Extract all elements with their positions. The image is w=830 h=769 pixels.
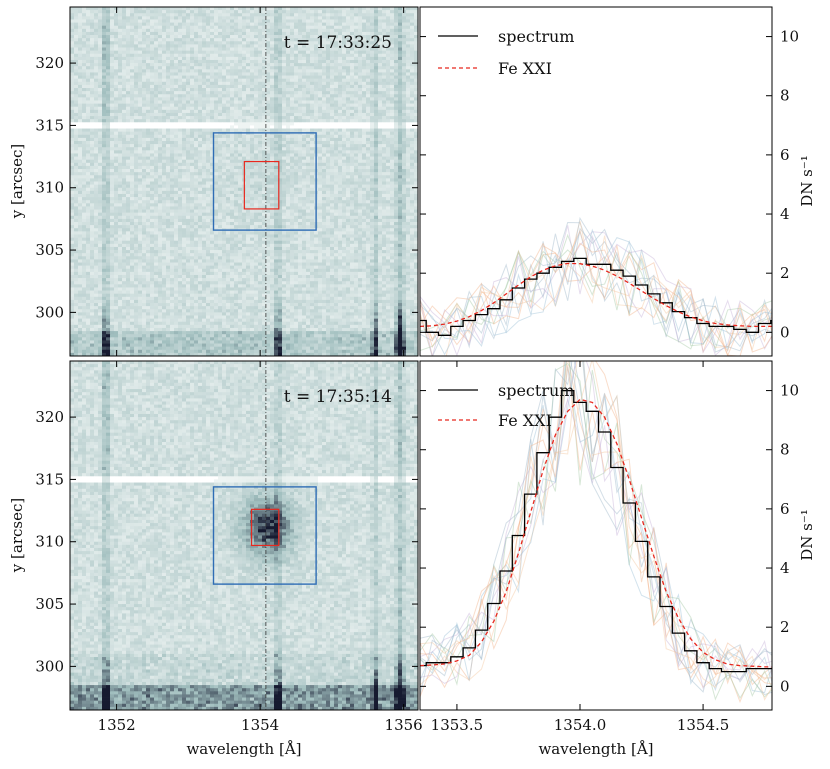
legend-top-fexxi-label: Fe XXI [498,59,552,78]
spectrum-bottom-ytick-label: 0 [780,677,790,695]
spectrum-top-ytick-label: 6 [780,146,790,164]
spectrum-bottom-ytick-label: 6 [780,500,790,518]
spectrum-bottom-xtick-label: 1353.5 [431,716,484,734]
legend-bottom-spectrum-label: spectrum [498,381,574,400]
spectrum-top-pixel-spectrum [420,221,772,356]
spectrum-bottom-ytick-label: 2 [780,618,790,636]
xlabel-spectrum-bottom: wavelength [Å] [538,740,653,758]
spectrum-top-pixel-spectrum [420,227,772,349]
spectrum-bottom-ytick-label: 4 [780,559,790,577]
spectrum-bottom-pixel-spectrum [420,361,772,701]
ylabel-image-bottom: y [arcsec] [8,498,26,573]
image-top-inner-box [243,160,280,210]
image-bottom-xtick-label: 1356 [385,716,423,734]
ylabel-spectrum-top: DN s⁻¹ [798,155,816,207]
panel-image-top: 300 305 310 315 320 t = 17:33:25 y [arcsec] [8,6,419,357]
legend-top: spectrum Fe XXI [438,27,574,78]
spectrum-bottom-pixel-spectrum [420,361,772,696]
spectrum-bottom-xtick-label: 1354.0 [554,716,607,734]
xlabel-image-bottom: wavelength [Å] [186,740,301,758]
ylabel-image-top: y [arcsec] [8,144,26,219]
legend-bottom-fexxi-label: Fe XXI [498,411,552,430]
panel-spectrum-bottom: 0 2 4 6 8 10 1353.5 1354.0 1354.5 spectrum Fe XX… [419,360,816,758]
spectrum-top-pixel-spectrum [420,220,772,352]
panel-image-bottom: 300 305 310 315 320 1352 1354 1356 t = 17:35:14… [8,360,423,758]
spectrum-bottom-pixel-spectrum [420,361,772,692]
timestamp-top: t = 17:33:25 [284,33,392,53]
heatmap-bottom [70,361,418,710]
spectrum-top-pixel-spectrum [420,231,772,356]
spectrum-bottom-frame [419,360,773,711]
image-bottom-outer-box [212,486,317,585]
image-bottom-ytick-label: 310 [35,533,64,551]
spectrum-bottom-pixel-spectrum [420,361,772,696]
spectrum-top-ytick-label: 8 [780,87,790,105]
spectrum-bottom-xtick-label: 1354.5 [677,716,730,734]
image-top-frame [69,6,419,357]
legend-bottom: spectrum Fe XXI [438,381,574,430]
image-top-ytick-label: 315 [35,116,64,134]
image-bottom-ytick-label: 315 [35,470,64,488]
spectrum-top-frame [419,6,773,357]
spectrum-top-series-spectrum [420,257,772,336]
spectrum-top-pixel-spectrum [420,230,772,353]
spectrum-top-pixel-spectrum [420,249,772,347]
image-bottom-xtick-label: 1354 [241,716,279,734]
image-bottom-ytick-label: 300 [35,657,64,675]
spectrum-bottom-pixel-spectrum [420,361,772,688]
spectrum-bottom-pixel-spectrum [420,398,772,681]
spectrum-top-ytick-label: 2 [780,264,790,282]
image-bottom-ytick-label: 305 [35,595,64,613]
image-top-ytick-label: 300 [35,303,64,321]
image-bottom-inner-box [250,508,280,547]
ylabel-spectrum-bottom: DN s⁻¹ [798,509,816,561]
spectrum-top-pixel-spectrum [420,235,772,356]
image-top-ytick-label: 305 [35,241,64,259]
spectrum-top-pixel-spectrum [420,233,772,351]
spectrum-bottom-series-spectrum [420,389,772,673]
spectrum-bottom-pixel-spectrum [420,361,772,704]
image-bottom-frame [69,360,419,711]
spectrum-bottom-pixel-spectrum [420,361,772,698]
image-bottom-ytick-label: 320 [35,408,64,426]
spectrum-top-pixel-spectrum [420,216,772,353]
spectrum-top-ytick-label: 0 [780,323,790,341]
spectrum-bottom-ytick-label: 10 [780,382,799,400]
image-top-outer-box [212,132,317,231]
legend-top-spectrum-label: spectrum [498,27,574,46]
spectrum-top-pixel-spectrum [420,229,772,353]
image-top-ytick-label: 310 [35,179,64,197]
spectrum-top-pixel-spectrum [420,228,772,356]
panel-spectrum-top: 0 2 4 6 8 10 spectrum Fe XXI DN s⁻¹ [419,6,816,357]
spectrum-top-ytick-label: 4 [780,205,790,223]
spectrum-bottom-pixel-spectrum [420,362,772,701]
spectrum-bottom-series-fe-xxi [420,398,772,668]
image-top-ytick-label: 320 [35,54,64,72]
image-bottom-xtick-label: 1352 [98,716,136,734]
heatmap-top [70,7,418,356]
spectrum-top-pixel-spectrum [420,245,772,356]
spectrum-bottom-ytick-label: 8 [780,441,790,459]
spectrum-bottom-pixel-spectrum [420,361,772,687]
timestamp-bottom: t = 17:35:14 [284,387,392,407]
spectrum-top-ytick-label: 10 [780,28,799,46]
